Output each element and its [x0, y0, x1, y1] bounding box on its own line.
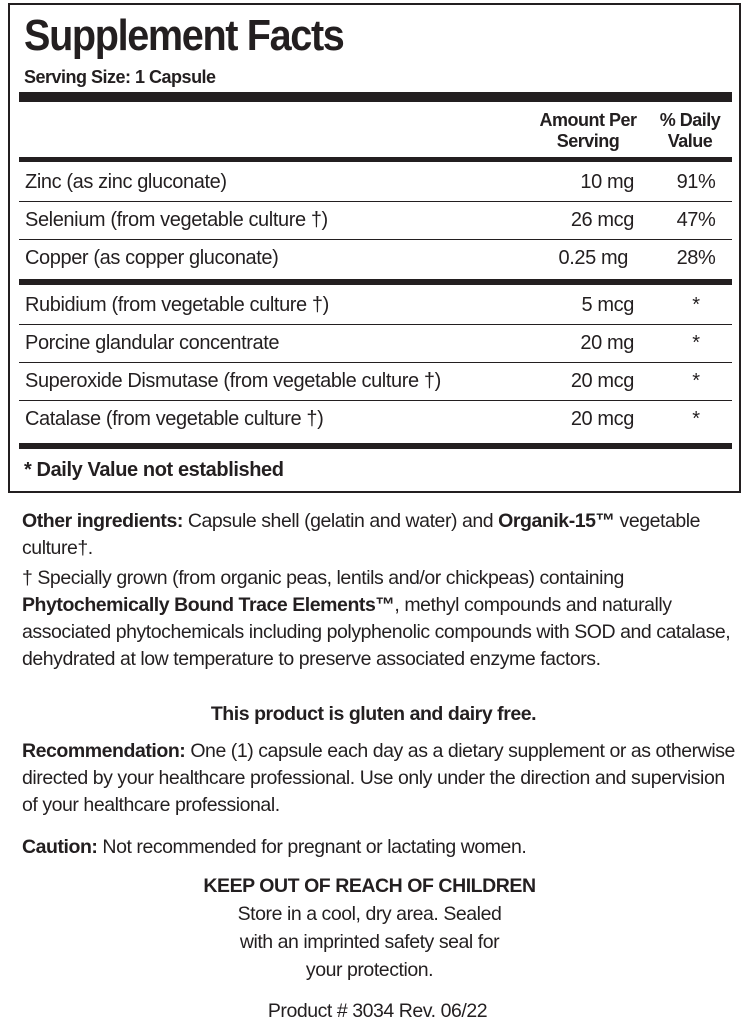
dv-header: % Daily Value — [650, 110, 730, 152]
nutrient-name: Rubidium (from vegetable culture †) — [25, 294, 329, 316]
storage-line-2: with an imprinted safety seal for — [239, 931, 500, 953]
nutrient-amount: 5 mcg — [581, 294, 635, 316]
panel-title: Supplement Facts — [24, 11, 345, 60]
recommendation-text: One (1) capsule each day as a dietary su… — [22, 740, 735, 816]
dv-header-line2: Value — [667, 131, 713, 151]
caution-label: Caution: — [22, 836, 98, 858]
nutrient-row: Zinc (as zinc gluconate) 10 mg 91% — [19, 164, 732, 202]
gluten-free-note: This product is gluten and dairy free. — [210, 703, 537, 725]
supplement-facts-panel: Supplement Facts Serving Size: 1 Capsule… — [8, 3, 741, 493]
nutrient-name: Zinc (as zinc gluconate) — [25, 171, 227, 193]
product-number: Product # 3034 Rev. 06/22 — [267, 1000, 488, 1022]
other-ingredients-text: Capsule shell (gelatin and water) and — [182, 510, 499, 532]
nutrient-name: Catalase (from vegetable culture †) — [25, 408, 324, 430]
nutrient-row: Copper (as copper gluconate) 0.25 mg 28% — [19, 240, 732, 277]
thick-divider — [19, 92, 732, 102]
header-divider — [19, 157, 732, 162]
nutrient-amount: 10 mg — [580, 171, 634, 193]
dagger-end: , methyl compounds and naturally associa… — [22, 594, 731, 670]
nutrient-row: Superoxide Dismutase (from vegetable cul… — [19, 363, 732, 401]
organik-brand: Organik-15™ — [498, 510, 615, 532]
nutrient-row: Rubidium (from vegetable culture †) 5 mcg… — [19, 287, 732, 325]
recommendation-label: Recommendation: — [22, 740, 186, 762]
nutrient-dv: 91% — [676, 171, 716, 193]
recommendation: Recommendation: One (1) capsule each day… — [22, 738, 737, 819]
caution-text: Not recommended for pregnant or lactatin… — [97, 836, 527, 858]
nutrient-name: Selenium (from vegetable culture †) — [25, 209, 328, 231]
nutrient-dv: 28% — [676, 247, 716, 269]
other-ingredients: Other ingredients: Capsule shell (gelati… — [22, 508, 737, 562]
storage-line-3: your protection. — [305, 959, 434, 981]
caution: Caution: Not recommended for pregnant or… — [22, 834, 737, 861]
nutrient-dv: * — [692, 408, 700, 430]
nutrient-name: Superoxide Dismutase (from vegetable cul… — [25, 370, 441, 392]
nutrient-row: Porcine glandular concentrate 20 mg * — [19, 325, 732, 363]
dv-footnote: * Daily Value not established — [24, 459, 284, 481]
nutrient-dv: * — [692, 294, 700, 316]
other-ingredients-end: vegetable culture†. — [22, 510, 701, 559]
nutrient-amount: 20 mg — [580, 332, 634, 354]
nutrient-name: Porcine glandular concentrate — [25, 332, 280, 354]
serving-size: Serving Size: 1 Capsule — [24, 67, 216, 87]
nutrient-name: Copper (as copper gluconate) — [25, 247, 279, 269]
nutrient-dv: 47% — [676, 209, 716, 231]
other-ingredients-label: Other ingredients: — [22, 510, 183, 532]
nutrient-amount: 20 mcg — [570, 370, 635, 392]
nutrient-amount: 26 mcg — [570, 209, 635, 231]
keep-out-warning: KEEP OUT OF REACH OF CHILDREN — [203, 875, 536, 897]
nutrient-dv: * — [692, 332, 700, 354]
amount-header-line1: Amount Per — [539, 110, 637, 130]
storage-line-1: Store in a cool, dry area. Sealed — [237, 903, 502, 925]
dagger-text: † Specially grown (from organic peas, le… — [22, 567, 624, 589]
section-divider — [19, 279, 732, 285]
nutrient-dv: * — [692, 370, 700, 392]
dv-header-line1: % Daily — [659, 110, 721, 130]
amount-header: Amount Per Serving — [533, 110, 643, 152]
amount-header-line2: Serving — [556, 131, 620, 151]
nutrient-row: Catalase (from vegetable culture †) 20 mc… — [19, 401, 732, 438]
nutrient-amount: 0.25 mg — [558, 247, 629, 269]
footer-divider — [19, 443, 732, 449]
phyto-brand: Phytochemically Bound Trace Elements™ — [22, 594, 395, 616]
dagger-note: † Specially grown (from organic peas, le… — [22, 565, 737, 673]
nutrient-row: Selenium (from vegetable culture †) 26 mc… — [19, 202, 732, 240]
nutrient-amount: 20 mcg — [570, 408, 635, 430]
